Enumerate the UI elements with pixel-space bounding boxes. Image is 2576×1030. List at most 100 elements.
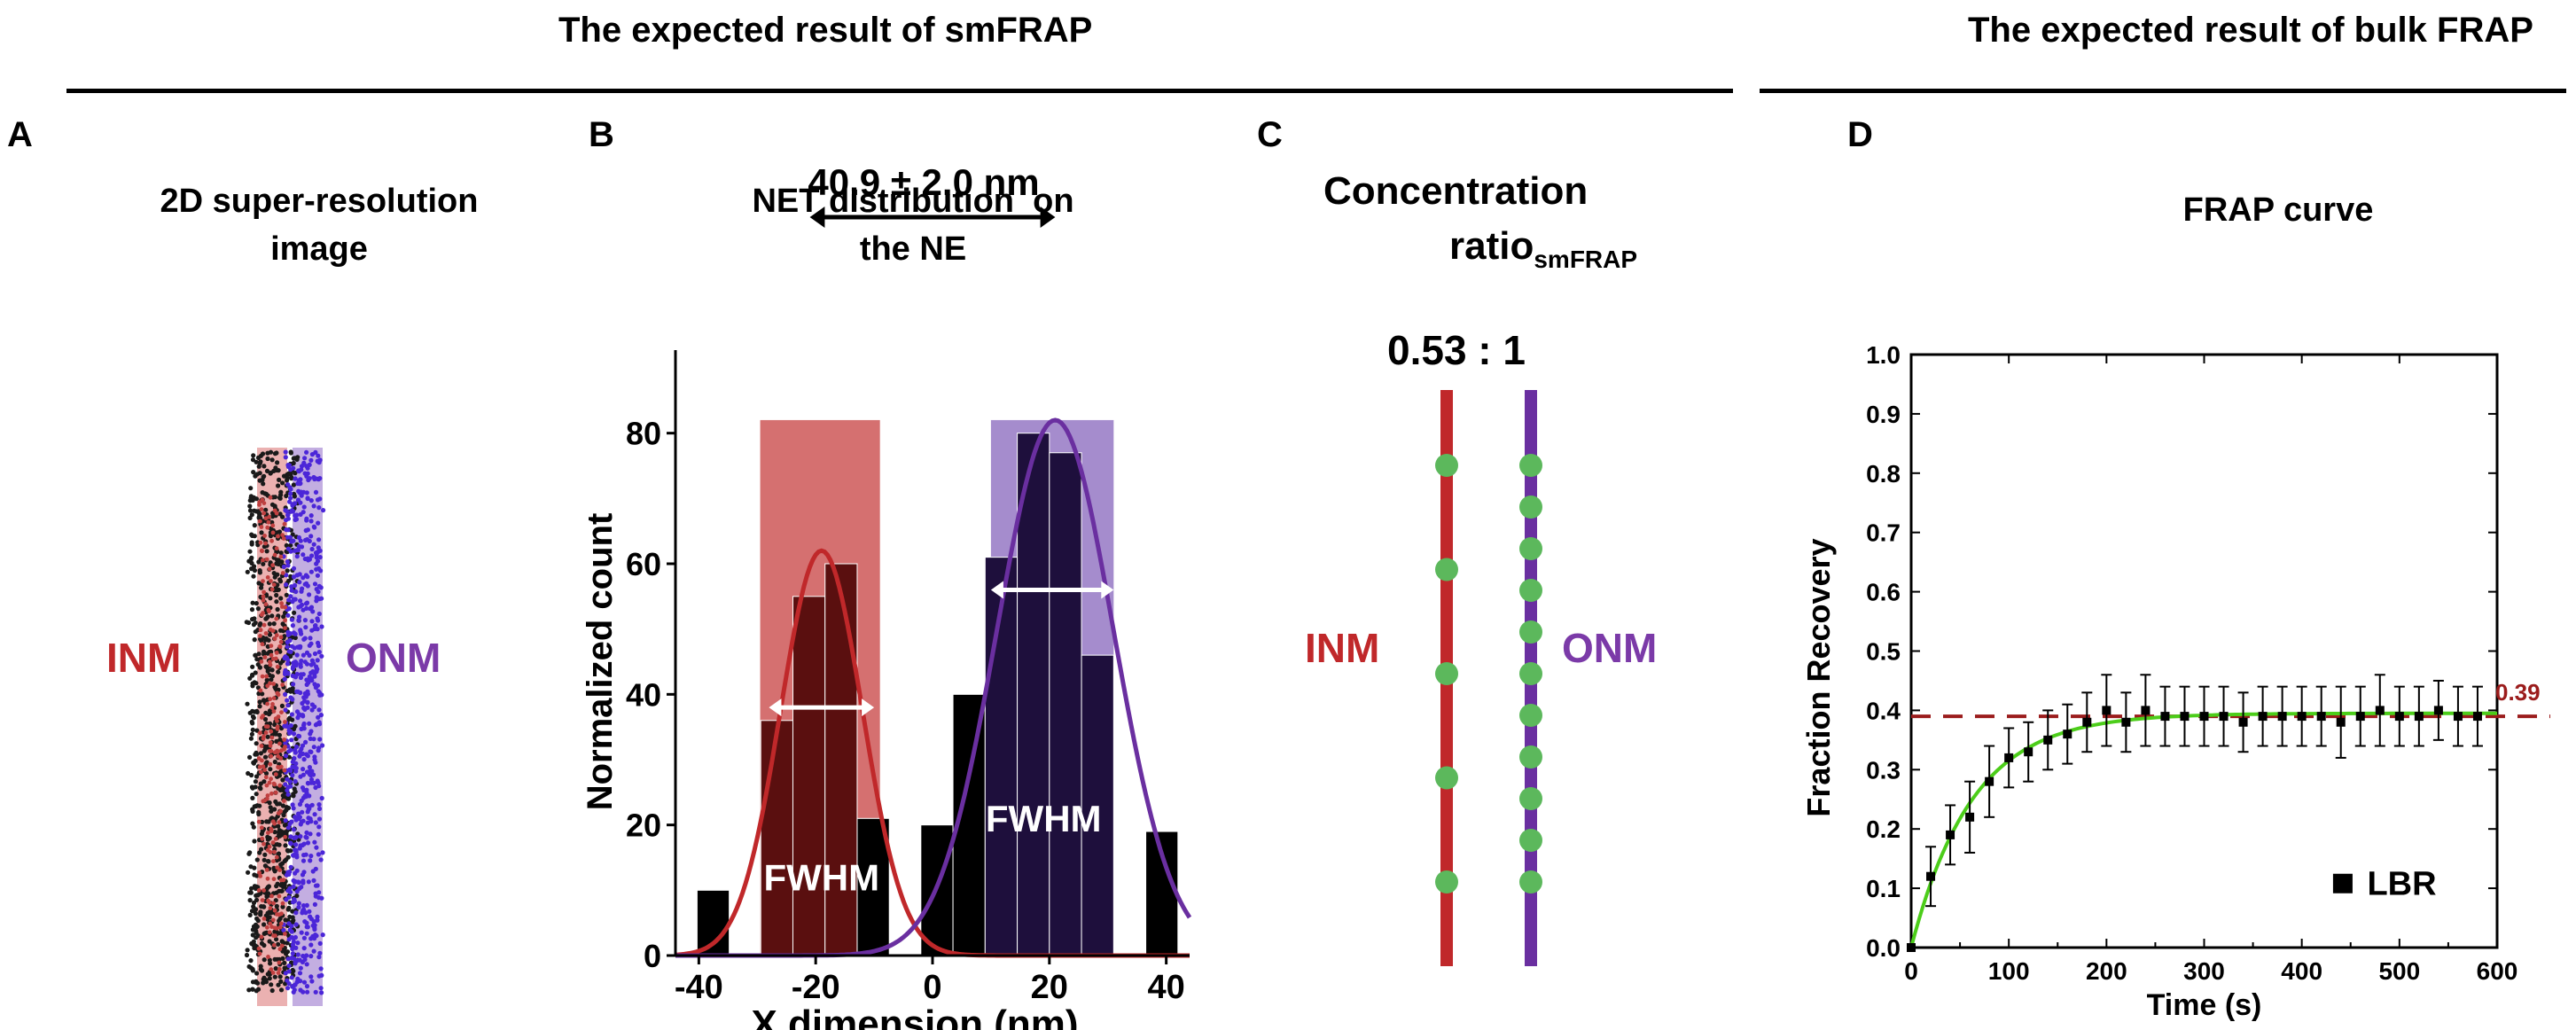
localization-dot-blue [308, 831, 313, 837]
localization-dot-red [266, 955, 270, 959]
localization-dot-black [279, 861, 285, 866]
localization-dot-red [278, 756, 284, 761]
data-point-group [2120, 691, 2132, 753]
localization-dot-blue [308, 974, 314, 979]
localization-dot-black [281, 614, 286, 620]
localization-dot-black [244, 952, 250, 958]
localization-dot-blue [312, 812, 317, 817]
onm-protein-dot [1519, 537, 1542, 560]
localization-dot-blue [316, 745, 322, 751]
localization-dot-red [263, 541, 268, 546]
localization-dot-blue [310, 772, 316, 777]
localization-dot-black [253, 907, 259, 912]
localization-dot-red [267, 609, 271, 613]
y-tick-label: 0.4 [1866, 697, 1901, 724]
localization-dot-black [249, 495, 254, 500]
localization-dot-blue [288, 784, 293, 789]
data-point [2063, 730, 2073, 739]
onm-protein-dot [1519, 454, 1542, 477]
localization-dot-blue [312, 581, 318, 587]
localization-dot-black [249, 560, 254, 566]
localization-dot-blue [316, 831, 321, 837]
localization-dot-blue [285, 661, 291, 667]
localization-dot-black [258, 636, 263, 642]
localization-dot-black [277, 529, 282, 535]
localization-dot-blue [285, 658, 291, 663]
peak-distance-label: 40.9 ± 2.0 nm [808, 161, 1039, 203]
localization-dot-black [252, 523, 257, 528]
data-point [2433, 706, 2443, 715]
localization-dot-blue [308, 498, 314, 503]
localization-points [244, 449, 326, 995]
localization-dot-black [262, 922, 267, 927]
localization-dot-red [274, 926, 279, 931]
localization-dot-blue [308, 749, 314, 755]
localization-dot-blue [321, 508, 326, 513]
localization-dot-black [250, 681, 255, 686]
localization-dot-red [271, 709, 277, 714]
localization-dot-red [268, 921, 273, 926]
localization-dot-blue [315, 917, 320, 923]
localization-dot-black [263, 770, 269, 776]
localization-dot-black [254, 971, 260, 976]
localization-dot-black [245, 701, 250, 706]
localization-dot-blue [288, 889, 293, 895]
localization-dot-blue [313, 476, 318, 481]
localization-dot-red [270, 657, 276, 661]
localization-dot-red [261, 597, 266, 603]
x-tick-label: 20 [1031, 969, 1068, 1006]
data-point-group [2003, 727, 2015, 789]
localization-dot-blue [304, 962, 309, 967]
localization-dot-red [259, 825, 264, 831]
localization-dot-blue [286, 937, 292, 942]
localization-dot-blue [316, 589, 321, 595]
localization-dot-black [250, 664, 255, 669]
localization-dot-blue [301, 908, 306, 913]
localization-dot-blue [290, 802, 295, 808]
localization-dot-blue [320, 932, 325, 938]
localization-dot-black [288, 654, 293, 659]
localization-dot-red [263, 775, 269, 780]
localization-dot-black [282, 634, 287, 639]
localization-dot-red [262, 734, 266, 739]
localization-dot-blue [304, 920, 309, 925]
onm-protein-dot [1519, 829, 1542, 852]
localization-dot-black [264, 819, 269, 824]
localization-dot-blue [301, 607, 306, 613]
localization-dot-red [262, 917, 267, 921]
data-point-group [2062, 703, 2073, 765]
localization-dot-blue [309, 658, 315, 663]
localization-dot-black [267, 915, 272, 920]
localization-dot-blue [309, 707, 315, 713]
localization-dot-red [277, 925, 283, 930]
localization-dot-red [271, 877, 277, 882]
localization-dot-black [245, 948, 250, 953]
data-point [2199, 712, 2209, 722]
localization-dot-black [256, 559, 262, 565]
localization-dot-blue [301, 903, 307, 909]
localization-dot-black [269, 982, 274, 987]
localization-dot-blue [296, 815, 301, 822]
localization-dot-blue [304, 953, 309, 958]
localization-dot-red [262, 841, 266, 847]
localization-dot-blue [309, 553, 315, 558]
localization-dot-black [254, 708, 260, 714]
localization-dot-red [277, 893, 282, 899]
localization-dot-blue [302, 556, 308, 562]
localization-dot-black [254, 897, 260, 903]
localization-dot-black [250, 932, 255, 938]
localization-dot-red [268, 697, 273, 702]
localization-dot-blue [296, 733, 301, 738]
localization-dot-blue [309, 546, 315, 552]
localization-dot-blue [301, 552, 306, 558]
y-tick-label: 0.6 [1866, 579, 1901, 606]
localization-dot-blue [301, 979, 308, 985]
x-axis-label: X dimension (nm) [751, 1003, 1078, 1030]
localization-dot-black [262, 863, 268, 869]
histogram-bar [1017, 433, 1050, 956]
localization-dot-blue [301, 757, 307, 762]
onm-protein-dot [1519, 495, 1542, 519]
y-tick-label: 0.9 [1866, 401, 1901, 428]
localization-dot-black [250, 966, 255, 971]
localization-dot-blue [308, 854, 314, 859]
